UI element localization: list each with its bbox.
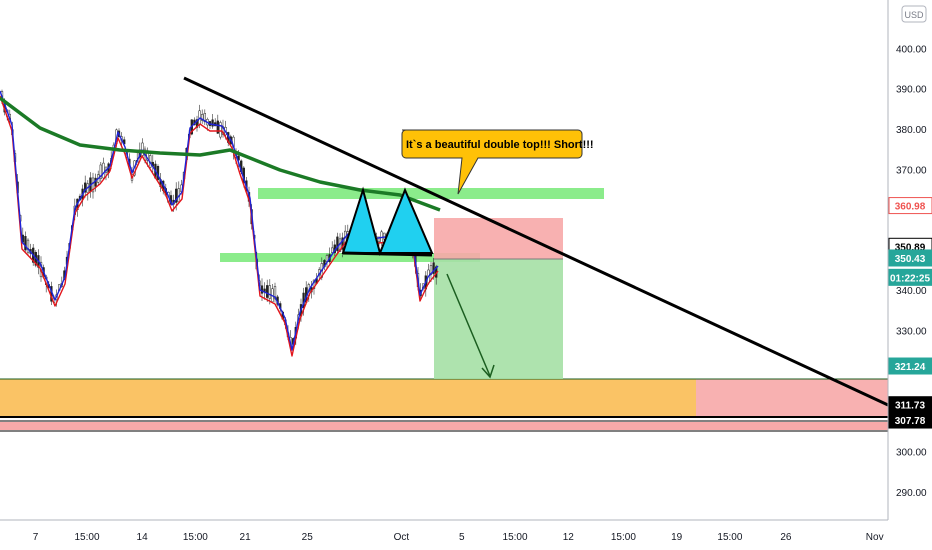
time-tick-label: 15:00 (75, 532, 100, 543)
time-tick-label: 25 (302, 532, 314, 543)
price-tick-label: 340.00 (896, 286, 927, 297)
candle-body (24, 236, 27, 251)
pattern-layer (183, 76, 889, 407)
price-badge-label: 321.24 (895, 362, 926, 373)
price-tick-label: 290.00 (896, 488, 927, 499)
neckline (342, 251, 433, 257)
callout-text: It`s a beautiful double top!!! Short!!! (406, 139, 594, 151)
candle-body (273, 286, 277, 300)
indicators-layer (0, 90, 441, 357)
price-badge-label: 307.78 (895, 416, 926, 427)
price-badge-box (888, 268, 932, 286)
price-badge-box (888, 197, 932, 215)
time-tick-label: 12 (563, 532, 575, 543)
breakdown-arrow-line (446, 273, 491, 377)
currency-badge[interactable]: USD (904, 10, 924, 20)
candle-body (432, 262, 435, 274)
time-tick-label: 15:00 (183, 532, 208, 543)
candle-body (141, 142, 144, 156)
candle-body (260, 285, 264, 294)
double-top-pattern-fill (341, 186, 434, 257)
candle-body (219, 122, 222, 138)
time-tick-label: 21 (240, 532, 252, 543)
price-tick-label: 380.00 (896, 125, 927, 136)
time-tick-label: Oct (394, 532, 410, 543)
candle-body (99, 164, 102, 179)
breakdown-arrow-head (481, 364, 495, 379)
candle-body (266, 285, 269, 298)
neckline-band (220, 253, 480, 262)
candle-body (383, 232, 386, 240)
candle-body (91, 177, 95, 193)
candle-body (211, 119, 214, 127)
candle-body (268, 285, 271, 299)
support-zone-extension (696, 379, 888, 417)
time-tick-label: 19 (671, 532, 683, 543)
time-tick-label: 14 (137, 532, 149, 543)
price-badge-label: 360.98 (895, 202, 926, 213)
candle-body (203, 113, 206, 123)
descending-trendline (183, 76, 889, 407)
candle-body (26, 239, 30, 253)
time-tick-labels: 7 15:00 14 15:00 21 25 Oct 5 15:00 12 15:00 19 15:00… (33, 532, 884, 543)
callout-bubble (401, 129, 583, 195)
time-axis: 7 15:00 14 15:00 21 25 Oct 5 15:00 12 15:00 19 15:00… (0, 519, 888, 543)
price-tick-label: 370.00 (896, 165, 927, 176)
candle-body (336, 236, 339, 252)
callout: It`s a beautiful double top!!! Short!!! (401, 129, 594, 195)
price-badge-box (888, 411, 932, 429)
price-tick-label: 330.00 (896, 327, 927, 338)
currency-selector[interactable]: USD (901, 5, 927, 23)
time-tick-label: 7 (33, 532, 39, 543)
price-tick-label: 400.00 (896, 44, 927, 55)
time-tick-label: 15:00 (611, 532, 636, 543)
take-profit-zone (434, 259, 563, 379)
price-badge-label: 311.73 (895, 401, 925, 412)
time-tick-label: 15:00 (717, 532, 742, 543)
price-tick-label: 390.00 (896, 85, 927, 96)
time-tick-label: 5 (459, 532, 465, 543)
candle-body (84, 182, 87, 193)
candle-body (341, 237, 344, 250)
support-zone (0, 379, 696, 417)
zone-layer (0, 188, 888, 432)
candle-body (216, 120, 219, 134)
candle-body (102, 162, 105, 179)
candle-body (331, 247, 334, 253)
price-tick-label: 300.00 (896, 447, 927, 458)
time-tick-label: Nov (866, 532, 884, 543)
price-badge-label: 01:22:25 (890, 273, 930, 284)
price-badge-label: 350.89 (895, 242, 926, 253)
currency-badge-box[interactable] (901, 5, 927, 23)
price-badge-label: 350.43 (895, 254, 926, 265)
ema-fast-line (0, 90, 439, 351)
candle-body (201, 114, 204, 121)
price-axis: 290.00300.00330.00340.00350.00360.00370.… (887, 0, 932, 550)
ma-long-line (0, 96, 441, 212)
time-tick-label: 15:00 (503, 532, 528, 543)
price-badge-box (888, 249, 932, 267)
time-tick-label: 26 (780, 532, 792, 543)
lower-red-band (0, 422, 888, 430)
price-badge-box (888, 357, 932, 375)
candle-body (175, 188, 178, 203)
